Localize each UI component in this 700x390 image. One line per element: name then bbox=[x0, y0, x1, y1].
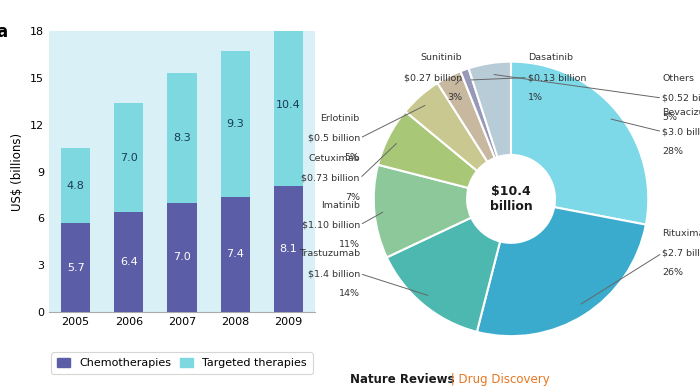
Text: Erlotinib: Erlotinib bbox=[321, 114, 360, 123]
Bar bbox=[274, 186, 303, 312]
Text: 11%: 11% bbox=[339, 240, 360, 249]
Bar bbox=[167, 73, 197, 203]
Wedge shape bbox=[438, 71, 495, 162]
Text: Cetuximab: Cetuximab bbox=[308, 154, 360, 163]
Text: $0.52 billion: $0.52 billion bbox=[662, 94, 700, 103]
Wedge shape bbox=[461, 68, 498, 158]
Text: $0.13 billion: $0.13 billion bbox=[528, 73, 586, 82]
Bar bbox=[220, 197, 250, 312]
Text: Imatinib: Imatinib bbox=[321, 201, 360, 210]
Y-axis label: US$ (billions): US$ (billions) bbox=[11, 133, 25, 211]
Text: 1%: 1% bbox=[528, 93, 542, 102]
Text: 7.0: 7.0 bbox=[173, 252, 191, 262]
Text: $3.0 billion: $3.0 billion bbox=[662, 127, 700, 136]
Wedge shape bbox=[378, 112, 477, 188]
Text: 5%: 5% bbox=[662, 113, 677, 122]
Wedge shape bbox=[405, 83, 487, 171]
Text: 8.3: 8.3 bbox=[173, 133, 191, 143]
Text: $0.5 billion: $0.5 billion bbox=[307, 134, 360, 143]
Bar bbox=[114, 103, 144, 212]
Legend: Chemotherapies, Targeted therapies: Chemotherapies, Targeted therapies bbox=[52, 352, 312, 374]
Bar bbox=[61, 223, 90, 312]
Text: Sunitinib: Sunitinib bbox=[421, 53, 463, 62]
Text: 8.1: 8.1 bbox=[279, 244, 298, 254]
Text: $1.10 billion: $1.10 billion bbox=[302, 220, 360, 230]
Text: 9.3: 9.3 bbox=[226, 119, 244, 129]
Text: 7.4: 7.4 bbox=[226, 249, 244, 259]
Text: 7%: 7% bbox=[345, 193, 360, 202]
Text: $0.73 billion: $0.73 billion bbox=[302, 174, 360, 183]
Bar bbox=[167, 203, 197, 312]
Wedge shape bbox=[468, 62, 511, 157]
Text: Bevacizumab: Bevacizumab bbox=[662, 108, 700, 117]
Wedge shape bbox=[477, 207, 646, 336]
Text: Others: Others bbox=[662, 74, 694, 83]
Text: b: b bbox=[244, 0, 256, 4]
Text: Dasatinib: Dasatinib bbox=[528, 53, 573, 62]
Text: 7.0: 7.0 bbox=[120, 152, 138, 163]
Text: Rituximab: Rituximab bbox=[662, 229, 700, 238]
Bar bbox=[114, 212, 144, 312]
Text: | Drug Discovery: | Drug Discovery bbox=[447, 373, 550, 386]
Text: $1.4 billion: $1.4 billion bbox=[307, 269, 360, 278]
Wedge shape bbox=[387, 218, 500, 332]
Text: $0.27 billion: $0.27 billion bbox=[404, 73, 463, 82]
Text: a: a bbox=[0, 23, 7, 41]
Bar bbox=[61, 148, 90, 223]
Text: 3%: 3% bbox=[447, 93, 463, 102]
Text: 5.7: 5.7 bbox=[66, 262, 85, 273]
Text: $2.7 billion: $2.7 billion bbox=[662, 248, 700, 257]
Bar bbox=[274, 23, 303, 186]
Text: 5%: 5% bbox=[345, 153, 360, 162]
Wedge shape bbox=[511, 62, 648, 225]
Text: 28%: 28% bbox=[662, 147, 683, 156]
Text: 14%: 14% bbox=[339, 289, 360, 298]
Text: Trastuzumab: Trastuzumab bbox=[299, 250, 360, 259]
Text: 10.4: 10.4 bbox=[276, 99, 301, 110]
Bar bbox=[220, 51, 250, 197]
Text: Nature Reviews: Nature Reviews bbox=[350, 373, 454, 386]
Text: $10.4
billion: $10.4 billion bbox=[489, 185, 533, 213]
Text: 6.4: 6.4 bbox=[120, 257, 138, 267]
Text: 4.8: 4.8 bbox=[66, 181, 85, 191]
Text: 26%: 26% bbox=[662, 268, 683, 277]
Wedge shape bbox=[374, 165, 471, 257]
